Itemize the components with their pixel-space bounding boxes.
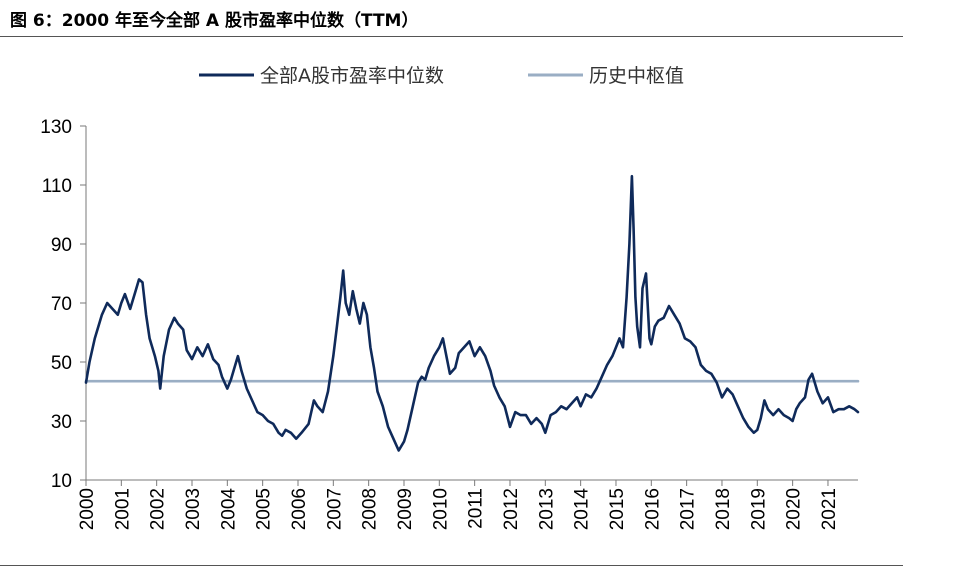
legend: 全部A股市盈率中位数 历史中枢值 bbox=[199, 65, 684, 87]
x-tick-label: 2000 bbox=[77, 488, 98, 530]
y-tick-label: 30 bbox=[51, 412, 72, 433]
top-rule bbox=[0, 36, 903, 37]
x-tick-label: 2011 bbox=[466, 488, 487, 529]
x-tick-label: 2002 bbox=[148, 488, 169, 530]
figure-title: 图 6：2000 年至今全部 A 股市盈率中位数（TTM） bbox=[10, 11, 419, 31]
x-axis: 2000 2001 2002 2003 2004 2005 2006 2007 2008 2009… bbox=[77, 479, 858, 531]
x-tick-label: 2018 bbox=[713, 488, 734, 530]
x-tick-label: 2007 bbox=[324, 488, 345, 530]
x-tick-label: 2003 bbox=[183, 488, 204, 530]
y-axis: 10 30 50 70 90 110 130 bbox=[40, 117, 87, 492]
legend-label-median: 全部A股市盈率中位数 bbox=[260, 65, 444, 87]
x-tick-label: 2001 bbox=[112, 488, 133, 530]
x-tick-label: 2005 bbox=[254, 488, 275, 530]
x-tick-label: 2019 bbox=[748, 488, 769, 530]
x-tick-label: 2020 bbox=[784, 488, 805, 530]
x-tick-label: 2008 bbox=[360, 488, 381, 530]
y-tick-label: 90 bbox=[51, 235, 72, 256]
x-tick-label: 2017 bbox=[678, 488, 699, 530]
x-tick-label: 2010 bbox=[430, 488, 451, 530]
y-tick-label: 70 bbox=[51, 294, 72, 315]
y-tick-label: 50 bbox=[51, 353, 72, 374]
x-tick-label: 2016 bbox=[642, 488, 663, 530]
bottom-rule bbox=[0, 565, 903, 566]
x-tick-label: 2006 bbox=[289, 488, 310, 530]
x-tick-label: 2009 bbox=[395, 488, 416, 530]
plot-area bbox=[84, 174, 860, 452]
y-tick-label: 130 bbox=[40, 117, 72, 138]
x-tick-label: 2013 bbox=[536, 488, 557, 530]
legend-label-center: 历史中枢值 bbox=[589, 65, 684, 87]
y-tick-label: 10 bbox=[51, 471, 72, 492]
series-line-pe-median bbox=[84, 174, 860, 452]
x-tick-label: 2004 bbox=[218, 488, 239, 531]
x-tick-label: 2012 bbox=[501, 488, 522, 530]
x-tick-label: 2015 bbox=[607, 488, 628, 530]
y-tick-label: 110 bbox=[42, 176, 72, 197]
x-tick-label: 2021 bbox=[819, 488, 840, 530]
x-tick-label: 2014 bbox=[572, 488, 593, 531]
